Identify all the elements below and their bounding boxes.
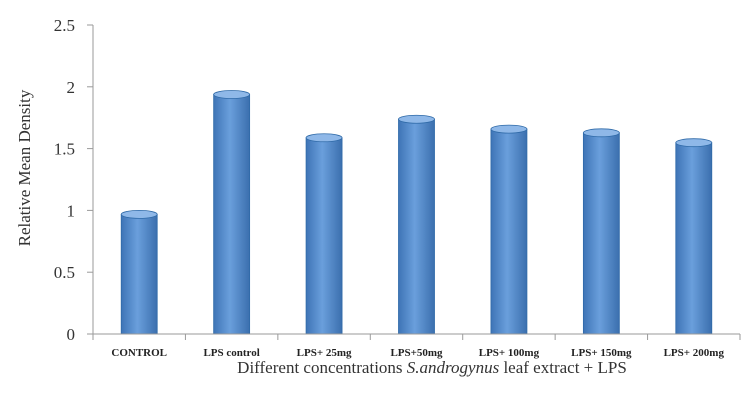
bar-1 [213,90,251,335]
bar-body [675,142,713,335]
bar-cap [398,114,435,124]
bar-2 [305,133,343,335]
bar-cap [120,209,158,219]
x-category-labels: CONTROL LPS control LPS+ 25mg LPS+50mg LPS+ … [111,347,724,359]
bar-4 [490,124,528,335]
x-axis-title-part-1: Different concentrations [237,358,407,377]
bar-cap [490,124,528,134]
bars [120,90,713,335]
bar-cap [582,128,620,138]
x-category-label: LPS control [203,347,259,359]
bar-cap [213,90,251,99]
x-axis [92,333,741,340]
y-axis-title: Relative Mean Density [15,89,34,246]
bar-cap [305,133,343,143]
bar-body [213,94,251,335]
x-category-label: LPS+ 150mg [571,347,632,359]
y-tick-label: 2 [67,78,76,97]
x-category-label: LPS+ 100mg [479,347,540,359]
bar-3 [398,114,435,335]
bar-body [398,118,435,335]
x-category-label: LPS+50mg [390,347,443,359]
bar-body [120,213,158,335]
bar-body [490,128,528,335]
y-tick-label: 0.5 [54,263,75,282]
y-tick-label: 1 [67,201,76,220]
x-axis-title: Different concentrations S.androgynus le… [237,358,627,377]
bar-cap [675,138,713,148]
y-tick-label: 1.5 [54,140,75,159]
bar-5 [582,128,620,335]
bar-0 [120,209,158,335]
y-axis [87,24,94,335]
y-tick-label: 0 [67,325,76,344]
x-category-label: LPS+ 25mg [297,347,352,359]
x-category-label: CONTROL [111,347,167,359]
y-tick-labels: 0 0.5 1 1.5 2 2.5 [54,16,75,344]
bar-6 [675,138,713,335]
y-tick-label: 2.5 [54,16,75,35]
x-category-label: LPS+ 200mg [664,347,725,359]
x-axis-title-species: S.androgynus [407,358,500,377]
bar-body [582,132,620,335]
bar-body [305,137,343,335]
x-axis-title-part-3: leaf extract + LPS [499,358,627,377]
